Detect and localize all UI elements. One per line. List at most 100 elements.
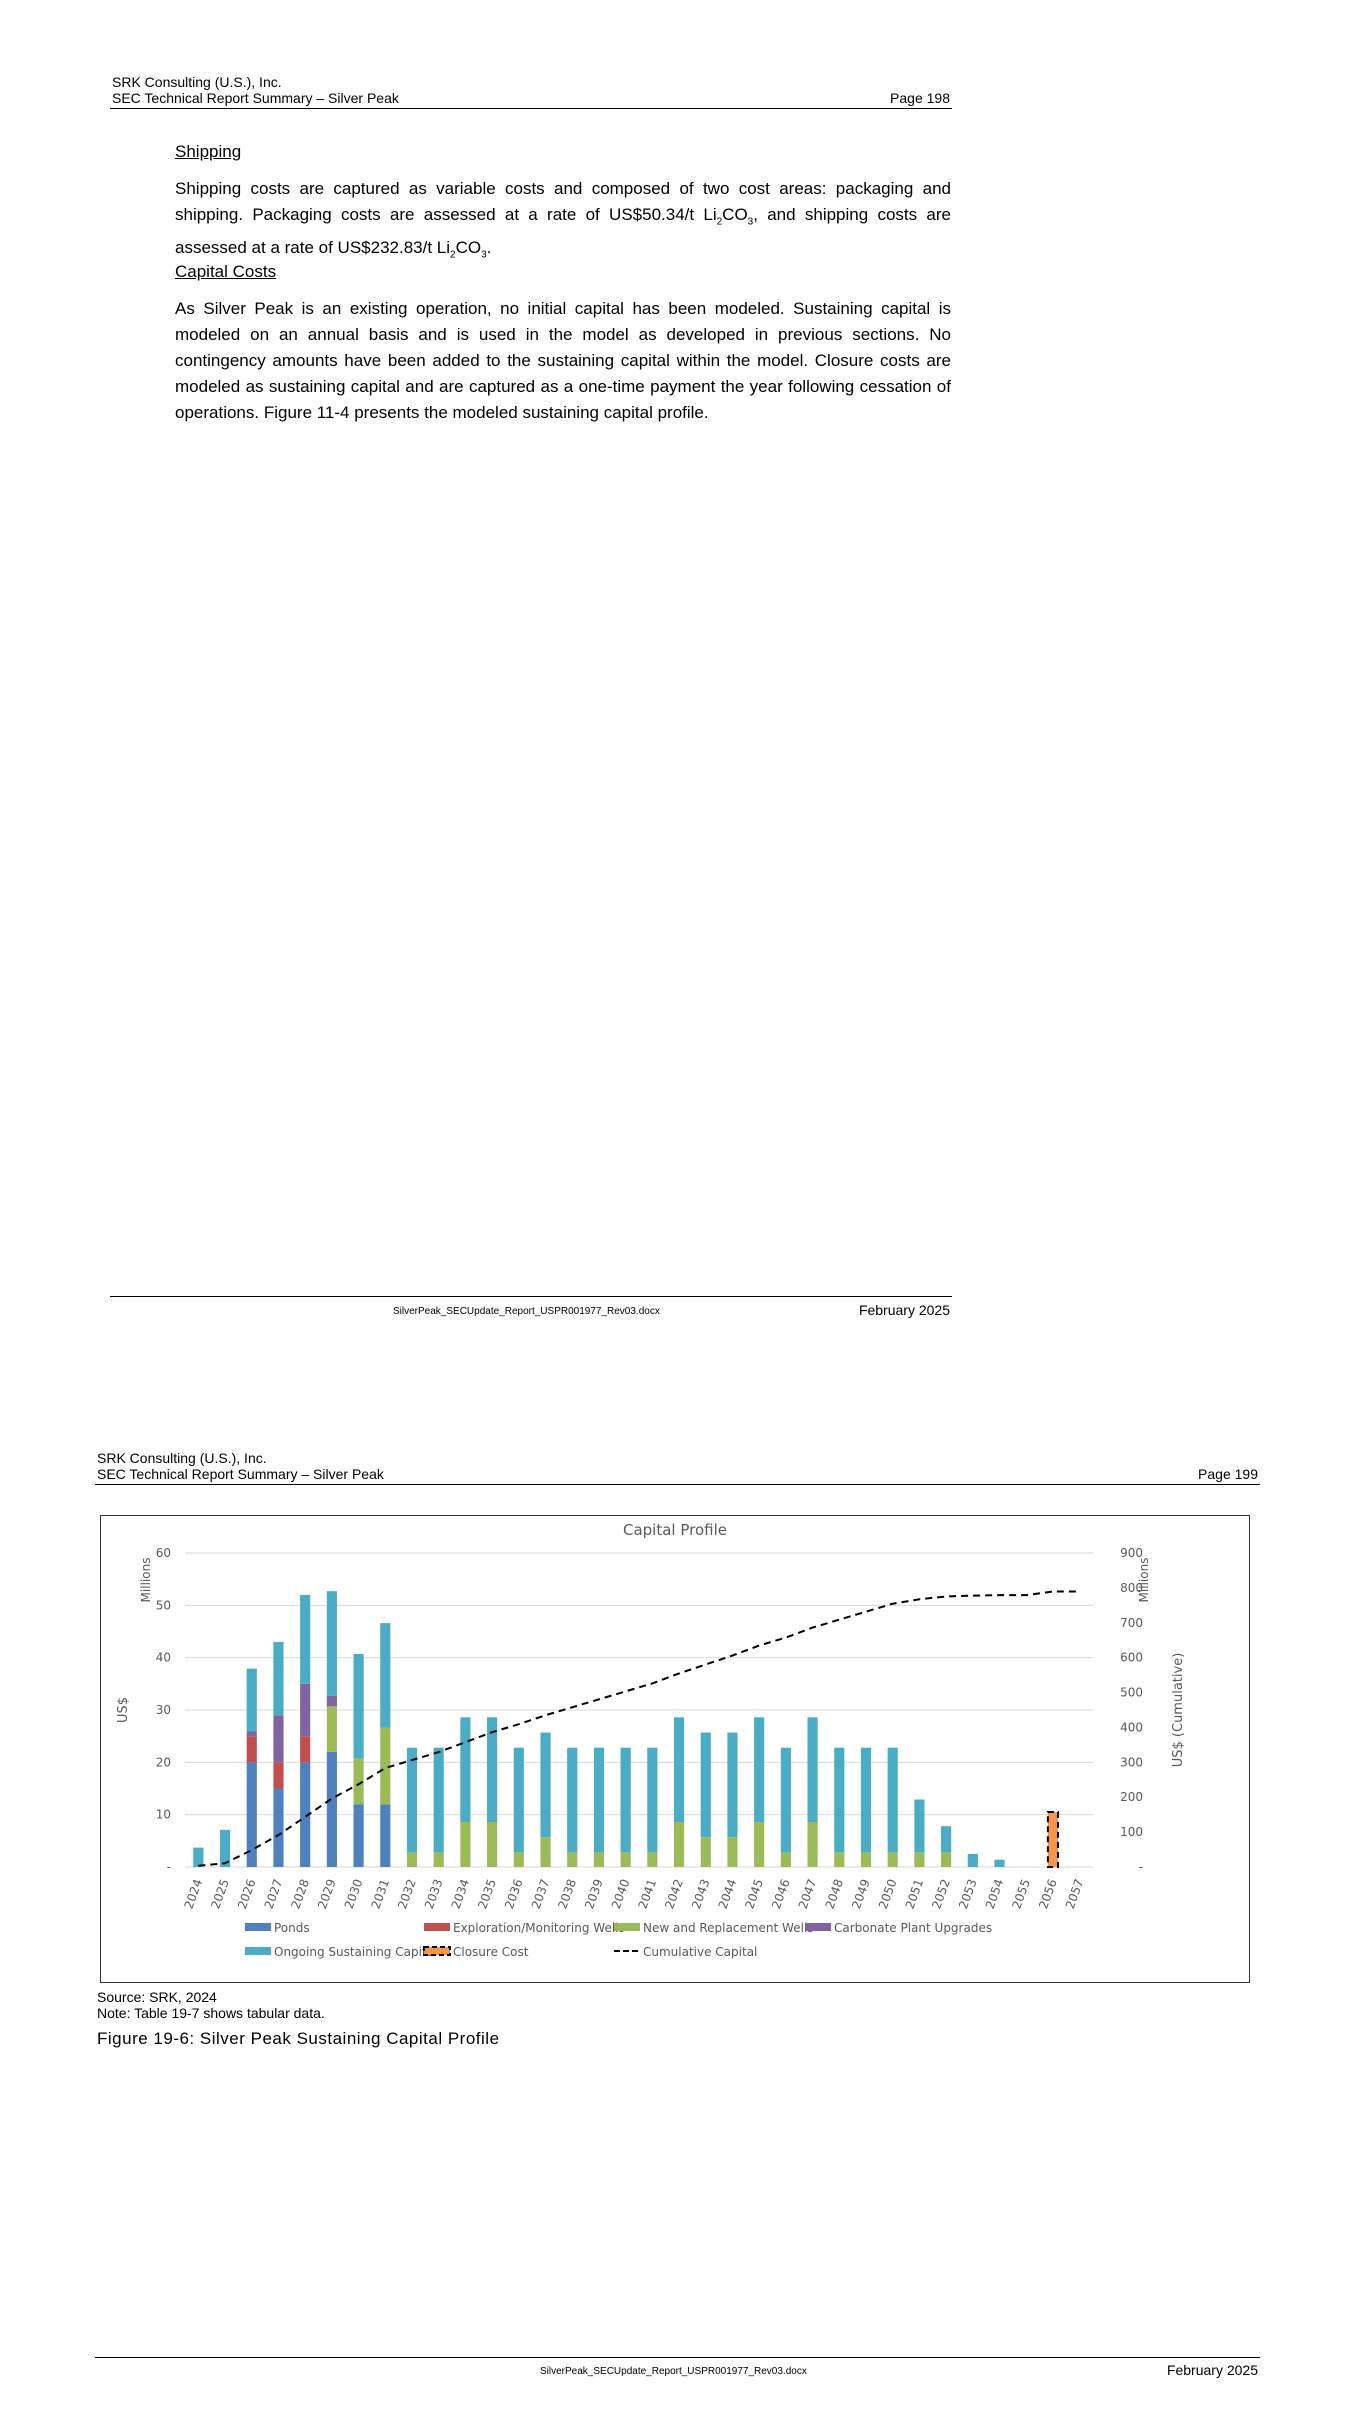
bar-new-and-replacement-wells-2042 xyxy=(673,1821,684,1867)
capital-costs-heading: Capital Costs xyxy=(175,262,277,281)
bar-new-and-replacement-wells-2046 xyxy=(780,1851,791,1867)
bar-ponds-2029 xyxy=(326,1751,337,1867)
capital-profile-chart: Capital Profile Millions US$ Millions US… xyxy=(116,1521,1186,1959)
x-tick-label: 2044 xyxy=(715,1877,739,1910)
legend-swatch xyxy=(244,1946,271,1955)
bar-new-and-replacement-wells-2043 xyxy=(700,1836,711,1867)
bar-new-and-replacement-wells-2040 xyxy=(620,1851,631,1867)
bar-ongoing-sustaining-capital-2046 xyxy=(780,1747,791,1852)
chart-frame: Capital Profile Millions US$ Millions US… xyxy=(100,1515,1250,1983)
x-tick-label: 2051 xyxy=(902,1877,926,1910)
y2-tick-label: - xyxy=(1138,1860,1142,1874)
bar-ongoing-sustaining-capital-2030 xyxy=(353,1653,364,1759)
bar-ongoing-sustaining-capital-2040 xyxy=(620,1747,631,1852)
bar-ongoing-sustaining-capital-2045 xyxy=(753,1716,764,1822)
x-tick-label: 2042 xyxy=(662,1877,686,1910)
bar-ongoing-sustaining-capital-2041 xyxy=(646,1747,657,1852)
subscript: 3 xyxy=(747,216,754,228)
figure-caption: Figure 19-6: Silver Peak Sustaining Capi… xyxy=(97,2029,500,2048)
x-tick-label: 2043 xyxy=(688,1877,712,1910)
x-tick-label: 2029 xyxy=(315,1877,339,1910)
bar-ongoing-sustaining-capital-2048 xyxy=(833,1747,844,1852)
y2-tick-label: 900 xyxy=(1120,1546,1143,1560)
x-tick-label: 2026 xyxy=(234,1877,258,1910)
bar-new-and-replacement-wells-2049 xyxy=(860,1851,871,1867)
page1-footer-file: SilverPeak_SECUpdate_Report_USPR001977_R… xyxy=(393,1306,660,1317)
bar-new-and-replacement-wells-2041 xyxy=(646,1851,657,1867)
bar-ongoing-sustaining-capital-2039 xyxy=(593,1747,604,1852)
bar-ongoing-sustaining-capital-2054 xyxy=(993,1859,1005,1867)
bar-new-and-replacement-wells-2031 xyxy=(379,1727,390,1804)
y-axis-unit: Millions xyxy=(139,1557,153,1602)
bar-new-and-replacement-wells-2030 xyxy=(353,1758,364,1804)
page1-header-company: SRK Consulting (U.S.), Inc. xyxy=(112,74,282,90)
shipping-paragraph: Shipping costs are captured as variable … xyxy=(175,176,951,269)
y-tick-label: 40 xyxy=(155,1650,170,1664)
bar-ongoing-sustaining-capital-2027 xyxy=(272,1641,284,1715)
bar-new-and-replacement-wells-2050 xyxy=(887,1851,898,1867)
x-tick-label: 2033 xyxy=(421,1877,445,1910)
bar-ongoing-sustaining-capital-2043 xyxy=(700,1732,711,1837)
legend-swatch xyxy=(244,1922,271,1931)
bar-new-and-replacement-wells-2044 xyxy=(726,1836,738,1867)
bar-ongoing-sustaining-capital-2036 xyxy=(513,1747,524,1852)
bar-new-and-replacement-wells-2035 xyxy=(486,1821,497,1867)
x-tick-label: 2048 xyxy=(822,1877,846,1910)
y-tick-label: 30 xyxy=(155,1703,170,1717)
bar-ongoing-sustaining-capital-2029 xyxy=(326,1590,337,1696)
footer-rule xyxy=(110,1296,952,1297)
header-rule xyxy=(110,108,952,109)
y2-tick-label: 800 xyxy=(1120,1580,1143,1594)
legend-label: Ongoing Sustaining Capital xyxy=(274,1945,437,1959)
x-tick-label: 2038 xyxy=(555,1877,579,1910)
page2-header-page: Page 199 xyxy=(1198,1466,1258,1482)
page2-header-report: SEC Technical Report Summary – Silver Pe… xyxy=(97,1466,384,1482)
bar-new-and-replacement-wells-2045 xyxy=(753,1821,764,1867)
bar-ongoing-sustaining-capital-2053 xyxy=(967,1853,978,1867)
x-tick-label: 2047 xyxy=(795,1877,819,1910)
legend-swatch xyxy=(423,1922,450,1931)
bar-new-and-replacement-wells-2039 xyxy=(593,1851,604,1867)
legend-swatch xyxy=(422,1945,451,1956)
text: CO xyxy=(722,205,748,224)
x-tick-label: 2045 xyxy=(742,1877,766,1910)
page1-footer-date: February 2025 xyxy=(858,1302,950,1318)
text: CO xyxy=(455,238,482,258)
x-tick-label: 2052 xyxy=(929,1877,953,1910)
x-tick-label: 2027 xyxy=(261,1877,285,1910)
legend-swatch xyxy=(804,1922,831,1931)
bar-new-and-replacement-wells-2048 xyxy=(833,1851,844,1867)
bar-ongoing-sustaining-capital-2032 xyxy=(406,1747,417,1852)
bar-new-and-replacement-wells-2034 xyxy=(459,1821,470,1867)
x-tick-label: 2049 xyxy=(849,1877,873,1910)
legend-label: Closure Cost xyxy=(453,1945,529,1959)
y-axis-label: US$ xyxy=(116,1696,131,1722)
x-tick-label: 2025 xyxy=(208,1877,232,1910)
x-tick-label: 2030 xyxy=(341,1877,365,1910)
y2-axis-unit: Millions xyxy=(1137,1557,1151,1602)
text: . xyxy=(486,238,492,258)
bar-ongoing-sustaining-capital-2025 xyxy=(219,1829,230,1867)
bar-ponds-2027 xyxy=(272,1788,284,1867)
bar-ongoing-sustaining-capital-2038 xyxy=(566,1747,577,1852)
page2-header-company: SRK Consulting (U.S.), Inc. xyxy=(97,1450,267,1466)
y2-tick-label: 400 xyxy=(1120,1720,1143,1734)
y2-tick-label: 700 xyxy=(1120,1615,1143,1629)
y2-tick-label: 600 xyxy=(1120,1650,1143,1664)
figure-source: Source: SRK, 2024 xyxy=(97,1989,217,2005)
x-tick-label: 2036 xyxy=(502,1877,526,1910)
x-tick-label: 2046 xyxy=(769,1877,793,1910)
bar-ongoing-sustaining-capital-2037 xyxy=(539,1732,551,1837)
bar-exploration-monitoring-wells-2028 xyxy=(299,1735,310,1762)
legend-label: Carbonate Plant Upgrades xyxy=(834,1921,992,1935)
bar-new-and-replacement-wells-2037 xyxy=(539,1836,551,1867)
y-tick-label: - xyxy=(166,1860,170,1874)
x-tick-label: 2032 xyxy=(395,1877,419,1910)
bar-ongoing-sustaining-capital-2033 xyxy=(433,1747,444,1852)
legend-swatch xyxy=(613,1922,640,1931)
x-tick-label: 2041 xyxy=(635,1877,659,1910)
page1-header-report: SEC Technical Report Summary – Silver Pe… xyxy=(112,90,399,106)
y-tick-label: 50 xyxy=(155,1598,170,1612)
bar-exploration-monitoring-wells-2027 xyxy=(272,1761,284,1788)
page2-footer-date: February 2025 xyxy=(1166,2362,1258,2378)
